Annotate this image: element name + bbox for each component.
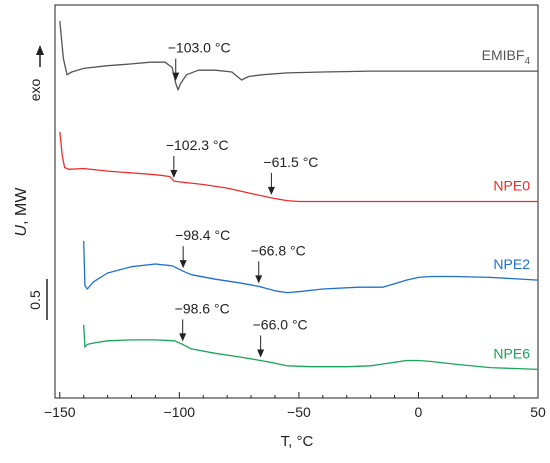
- annotation-arrow-head: [255, 275, 263, 284]
- series-line-npe6: [83, 324, 539, 371]
- annotation-arrow-head: [179, 260, 187, 269]
- x-tick-label: −50: [287, 404, 311, 420]
- annotation-arrow-head: [170, 169, 178, 178]
- annotation-label: −98.6 °C: [175, 300, 230, 316]
- x-tick-label: −150: [44, 404, 76, 420]
- y-axis-title: U, MW: [13, 187, 30, 237]
- annotation-arrow-head: [267, 186, 275, 195]
- series-layer: [59, 21, 539, 371]
- annotation-label: −103.0 °C: [168, 40, 231, 56]
- x-tick-label: −100: [164, 404, 196, 420]
- x-axis-title: T, °C: [281, 433, 314, 450]
- exo-arrow-head: [36, 45, 44, 55]
- series-line-npe0: [59, 131, 538, 203]
- scale-bar-label: 0.5: [27, 290, 43, 310]
- annotation-label: −66.0 °C: [253, 316, 308, 332]
- series-label-npe2: NPE2: [493, 256, 530, 272]
- annotation-label: −61.5 °C: [263, 154, 318, 170]
- series-line-emibf4: [59, 21, 538, 91]
- annotation-arrow-head: [172, 72, 180, 81]
- x-tick-label: 50: [530, 404, 546, 420]
- series-line-npe2: [83, 240, 539, 294]
- annotation-arrow-head: [257, 349, 265, 358]
- series-label-layer: EMIBF4 NPE0 NPE2 NPE6: [482, 47, 531, 361]
- annotation-label: −102.3 °C: [166, 137, 229, 153]
- annotation-label: −98.4 °C: [175, 227, 230, 243]
- series-label-npe6: NPE6: [493, 345, 530, 361]
- exo-label: exo: [27, 79, 43, 102]
- annotation-arrow-head: [179, 333, 187, 342]
- series-label-emibf4: EMIBF4: [482, 47, 531, 67]
- x-tick-label: 0: [415, 404, 423, 420]
- x-axis: −150 −100 −50 0 50: [44, 392, 546, 420]
- annotation-layer: −103.0 °C −102.3 °C −61.5 °C −98.4 °C −66.8 …: [166, 40, 318, 358]
- series-label-npe0: NPE0: [493, 178, 530, 194]
- annotation-label: −66.8 °C: [251, 242, 306, 258]
